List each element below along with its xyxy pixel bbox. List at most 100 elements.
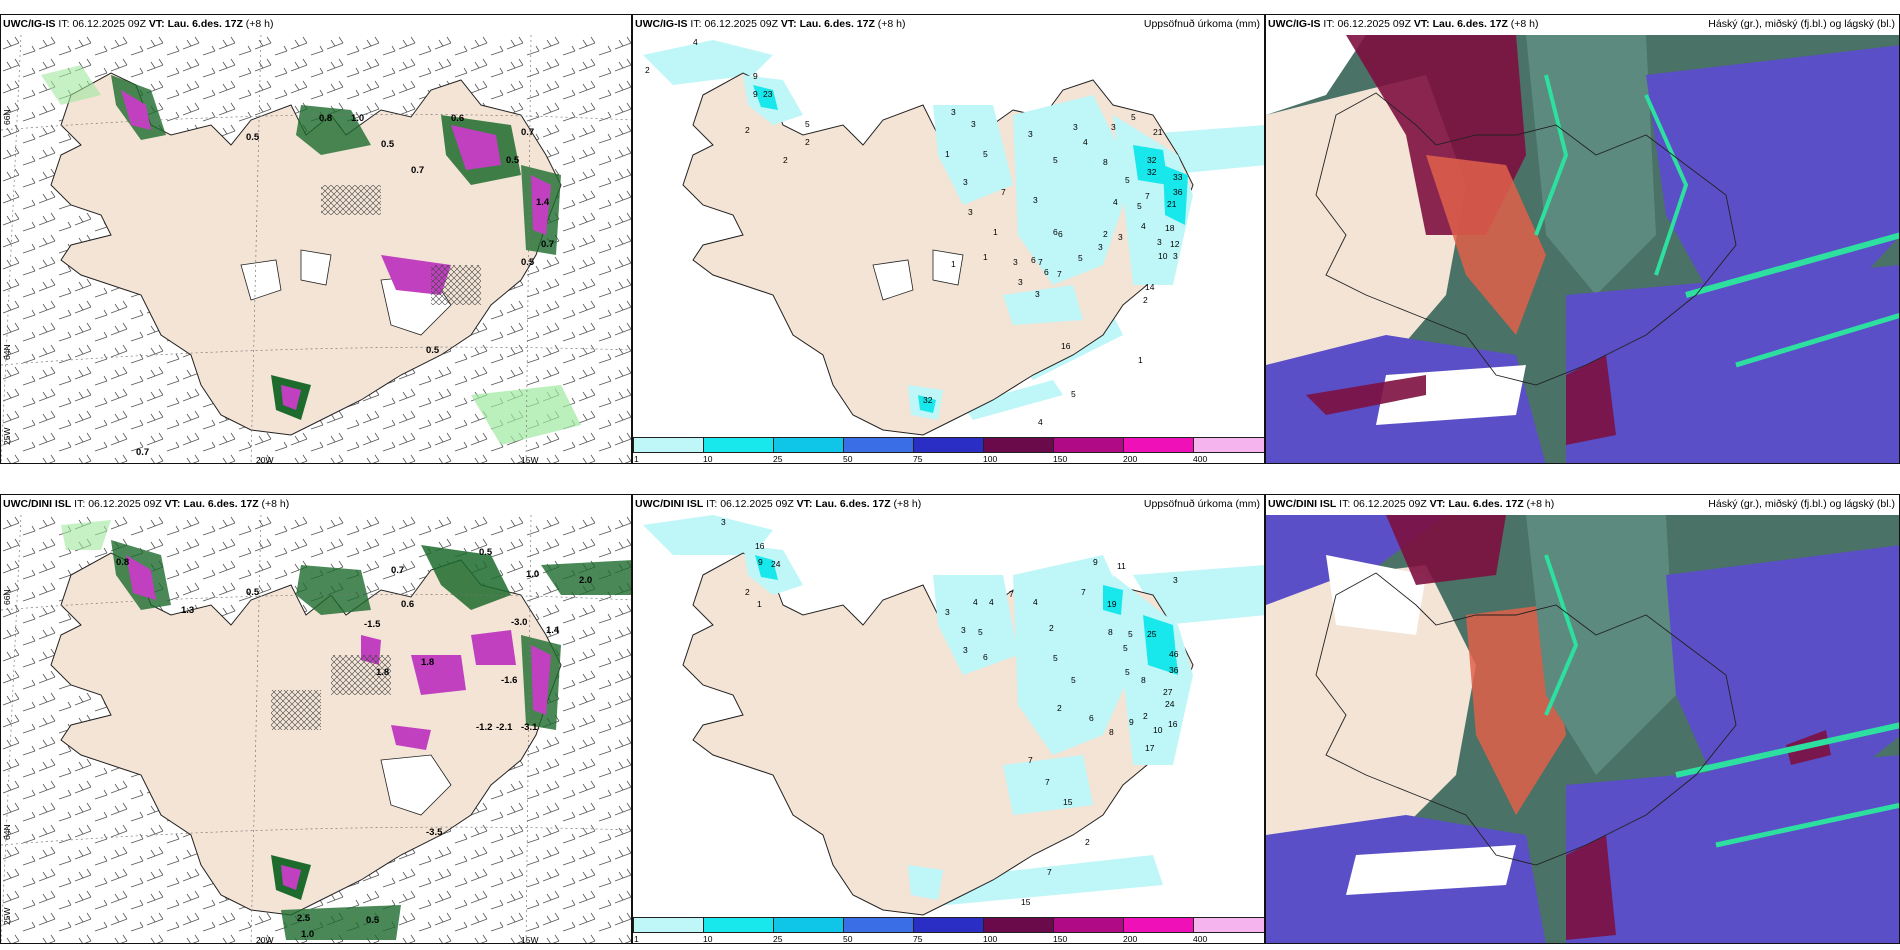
value-label: 21 bbox=[1153, 127, 1163, 137]
map-canvas[interactable]: 3 16 9 24 2 1 9 11 3 4 4 7 3 3 3 5 4 6 5… bbox=[633, 515, 1265, 919]
lead-time: (+8 h) bbox=[877, 18, 906, 30]
map-canvas[interactable] bbox=[1266, 515, 1900, 944]
value-label: 3 bbox=[951, 107, 956, 117]
cloud-shading bbox=[1266, 515, 1899, 943]
vt-value: Lau. 6.des. 17Z bbox=[799, 18, 875, 30]
value-label: 17 bbox=[1145, 743, 1155, 753]
value-label: 1.4 bbox=[546, 625, 560, 636]
value-label: 10 bbox=[1153, 725, 1163, 735]
value-label: 7 bbox=[1145, 191, 1150, 201]
lon-label: 25W bbox=[2, 907, 12, 925]
value-label: 1.4 bbox=[536, 197, 550, 208]
value-label: 4 bbox=[989, 597, 994, 607]
value-label: 3 bbox=[963, 177, 968, 187]
lead-time: (+8 h) bbox=[893, 498, 922, 510]
colorbar-tick: 400 bbox=[1193, 934, 1208, 944]
map-canvas[interactable] bbox=[1266, 35, 1900, 464]
precip-shading-land bbox=[743, 545, 1193, 900]
map-canvas[interactable]: 0.5 0.8 1.0 0.5 0.7 0.6 0.7 0.5 0.7 0.5 … bbox=[1, 35, 632, 464]
value-label: 4 bbox=[973, 597, 978, 607]
precip-colorbar: 1 10 25 50 75 100 150 200 400 bbox=[633, 437, 1264, 464]
value-label: 1.0 bbox=[526, 569, 539, 580]
value-label: 2 bbox=[1057, 703, 1062, 713]
value-label: 4 bbox=[1033, 597, 1038, 607]
it-value: 06.12.2025 09Z bbox=[1337, 18, 1411, 30]
colorbar-tick: 25 bbox=[773, 454, 783, 464]
lat-label: 66N bbox=[2, 589, 12, 605]
colorbar-tick: 200 bbox=[1123, 454, 1138, 464]
lat-label: 64N bbox=[2, 344, 12, 360]
colorbar-tick: 50 bbox=[843, 454, 853, 464]
colorbar-tick: 10 bbox=[703, 934, 713, 944]
value-label: 5 bbox=[1131, 112, 1136, 122]
iceland-landmass bbox=[50, 552, 562, 916]
map-canvas[interactable]: 4 2 9 9 23 5 2 2 1 3 3 5 3 3 5 6 7 3 3 7… bbox=[633, 35, 1265, 439]
it-value: 06.12.2025 09Z bbox=[1353, 498, 1427, 510]
value-label: 1 bbox=[983, 252, 988, 262]
vt-value: Lau. 6.des. 17Z bbox=[815, 498, 891, 510]
value-label: 1.8 bbox=[376, 667, 389, 678]
colorbar-segment bbox=[773, 917, 844, 933]
value-label: 24 bbox=[1165, 699, 1175, 709]
panel-top-left-snow-map: UWC/IG-IS IT: 06.12.2025 09Z VT: Lau. 6.… bbox=[0, 14, 632, 464]
value-label: 32 bbox=[1147, 167, 1157, 177]
value-label: 0.5 bbox=[381, 139, 395, 150]
it-label: IT: bbox=[74, 498, 86, 510]
panel-top-middle-precip-map: UWC/IG-IS IT: 06.12.2025 09Z VT: Lau. 6.… bbox=[632, 14, 1265, 464]
value-label: 9 bbox=[753, 89, 758, 99]
value-label: 33 bbox=[1173, 172, 1183, 182]
value-label: 7 bbox=[1047, 867, 1052, 877]
value-label: 16 bbox=[755, 541, 765, 551]
model-name: UWC/DINI ISL bbox=[635, 498, 704, 510]
panel-header: UWC/DINI ISL IT: 06.12.2025 09Z VT: Lau.… bbox=[1268, 498, 1554, 510]
model-name: UWC/IG-IS bbox=[1268, 18, 1321, 30]
value-label: 4 bbox=[1141, 221, 1146, 231]
it-label: IT: bbox=[1323, 18, 1335, 30]
value-label: 15 bbox=[1063, 797, 1073, 807]
colorbar-segment bbox=[1193, 917, 1264, 933]
panel-header: UWC/IG-IS IT: 06.12.2025 09Z VT: Lau. 6.… bbox=[3, 18, 274, 30]
colorbar-segment bbox=[913, 917, 984, 933]
value-label: 2 bbox=[783, 155, 788, 165]
it-label: IT: bbox=[1339, 498, 1351, 510]
value-label: 27 bbox=[1163, 687, 1173, 697]
value-label: 0.8 bbox=[319, 113, 332, 124]
value-label: 8 bbox=[1141, 675, 1146, 685]
value-label: 5 bbox=[1137, 201, 1142, 211]
value-label: 0.6 bbox=[401, 599, 414, 610]
value-label: 36 bbox=[1169, 665, 1179, 675]
value-label: 0.5 bbox=[426, 345, 440, 356]
vt-value: Lau. 6.des. 17Z bbox=[1448, 498, 1524, 510]
lon-label: 20W bbox=[256, 935, 274, 944]
value-label: 6 bbox=[983, 652, 988, 662]
value-label: 14 bbox=[1145, 282, 1155, 292]
precip-value-labels: 3 16 9 24 2 1 9 11 3 4 4 7 3 3 3 5 4 6 5… bbox=[721, 517, 1179, 907]
value-label: -1.5 bbox=[364, 619, 381, 630]
value-label: 0.5 bbox=[366, 915, 380, 926]
value-label: 4 bbox=[1113, 197, 1118, 207]
it-value: 06.12.2025 09Z bbox=[72, 18, 146, 30]
value-label: 5 bbox=[1071, 675, 1076, 685]
colorbar-tick: 400 bbox=[1193, 454, 1208, 464]
value-label: 7 bbox=[1009, 589, 1014, 599]
map-canvas[interactable]: 0.5 0.7 0.8 1.3 0.5 1.0 2.0 -1.5 1.8 -2.… bbox=[1, 515, 632, 944]
colorbar-segment bbox=[703, 917, 774, 933]
value-label: 21 bbox=[1167, 199, 1177, 209]
value-label: 3 bbox=[1098, 242, 1103, 252]
value-label: 10 bbox=[1158, 251, 1168, 261]
value-label: 3 bbox=[1173, 575, 1178, 585]
value-label: 24 bbox=[771, 559, 781, 569]
value-label: 4 bbox=[1038, 417, 1043, 427]
cloud-shading bbox=[1266, 35, 1899, 463]
value-label: 7 bbox=[1028, 755, 1033, 765]
value-label: 2 bbox=[1103, 229, 1108, 239]
value-label: 15 bbox=[1021, 897, 1031, 907]
value-label: 2.5 bbox=[297, 913, 311, 924]
value-label: 3 bbox=[1173, 251, 1178, 261]
precip-shading-land bbox=[743, 75, 1193, 420]
map-title: Uppsöfnuð úrkoma (mm) bbox=[1143, 18, 1260, 30]
value-label: 25 bbox=[1147, 629, 1157, 639]
value-label: 1.0 bbox=[301, 929, 314, 940]
vt-value: Lau. 6.des. 17Z bbox=[167, 18, 243, 30]
colorbar-segment bbox=[703, 437, 774, 453]
